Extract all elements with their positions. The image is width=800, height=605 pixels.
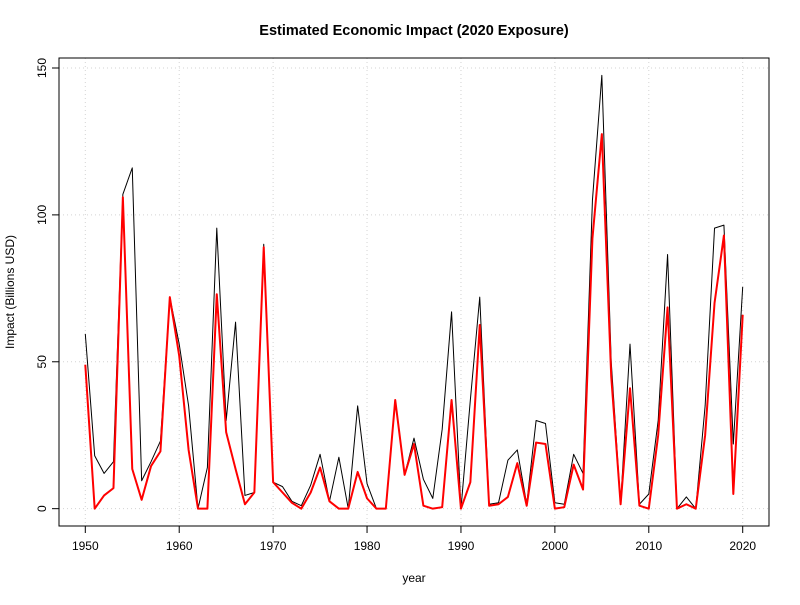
grid: [59, 58, 769, 526]
x-tick-label: 1970: [260, 539, 287, 553]
x-tick-label: 2020: [729, 539, 756, 553]
y-tick-label: 150: [35, 58, 49, 78]
y-tick-label: 0: [35, 505, 49, 512]
series-lines: [84, 74, 744, 510]
x-axis-label: year: [402, 571, 425, 585]
x-tick-label: 1980: [354, 539, 381, 553]
chart-title: Estimated Economic Impact (2020 Exposure…: [259, 23, 569, 39]
y-axis-label: Impact (Billions USD): [3, 235, 17, 349]
x-tick-label: 1950: [72, 539, 99, 553]
axes: 1950 1960 1970 1980 1990 2000 2010 2020 0 50 100 15…: [35, 58, 756, 553]
x-tick-label: 1960: [166, 539, 193, 553]
plot-frame: [58, 57, 770, 527]
y-tick-label: 100: [35, 205, 49, 225]
x-tick-label: 2000: [542, 539, 569, 553]
series-line-1: [84, 74, 744, 510]
series-line-2: [84, 133, 744, 510]
x-tick-label: 1990: [448, 539, 475, 553]
x-tick-label: 2010: [635, 539, 662, 553]
y-tick-label: 50: [35, 355, 49, 369]
